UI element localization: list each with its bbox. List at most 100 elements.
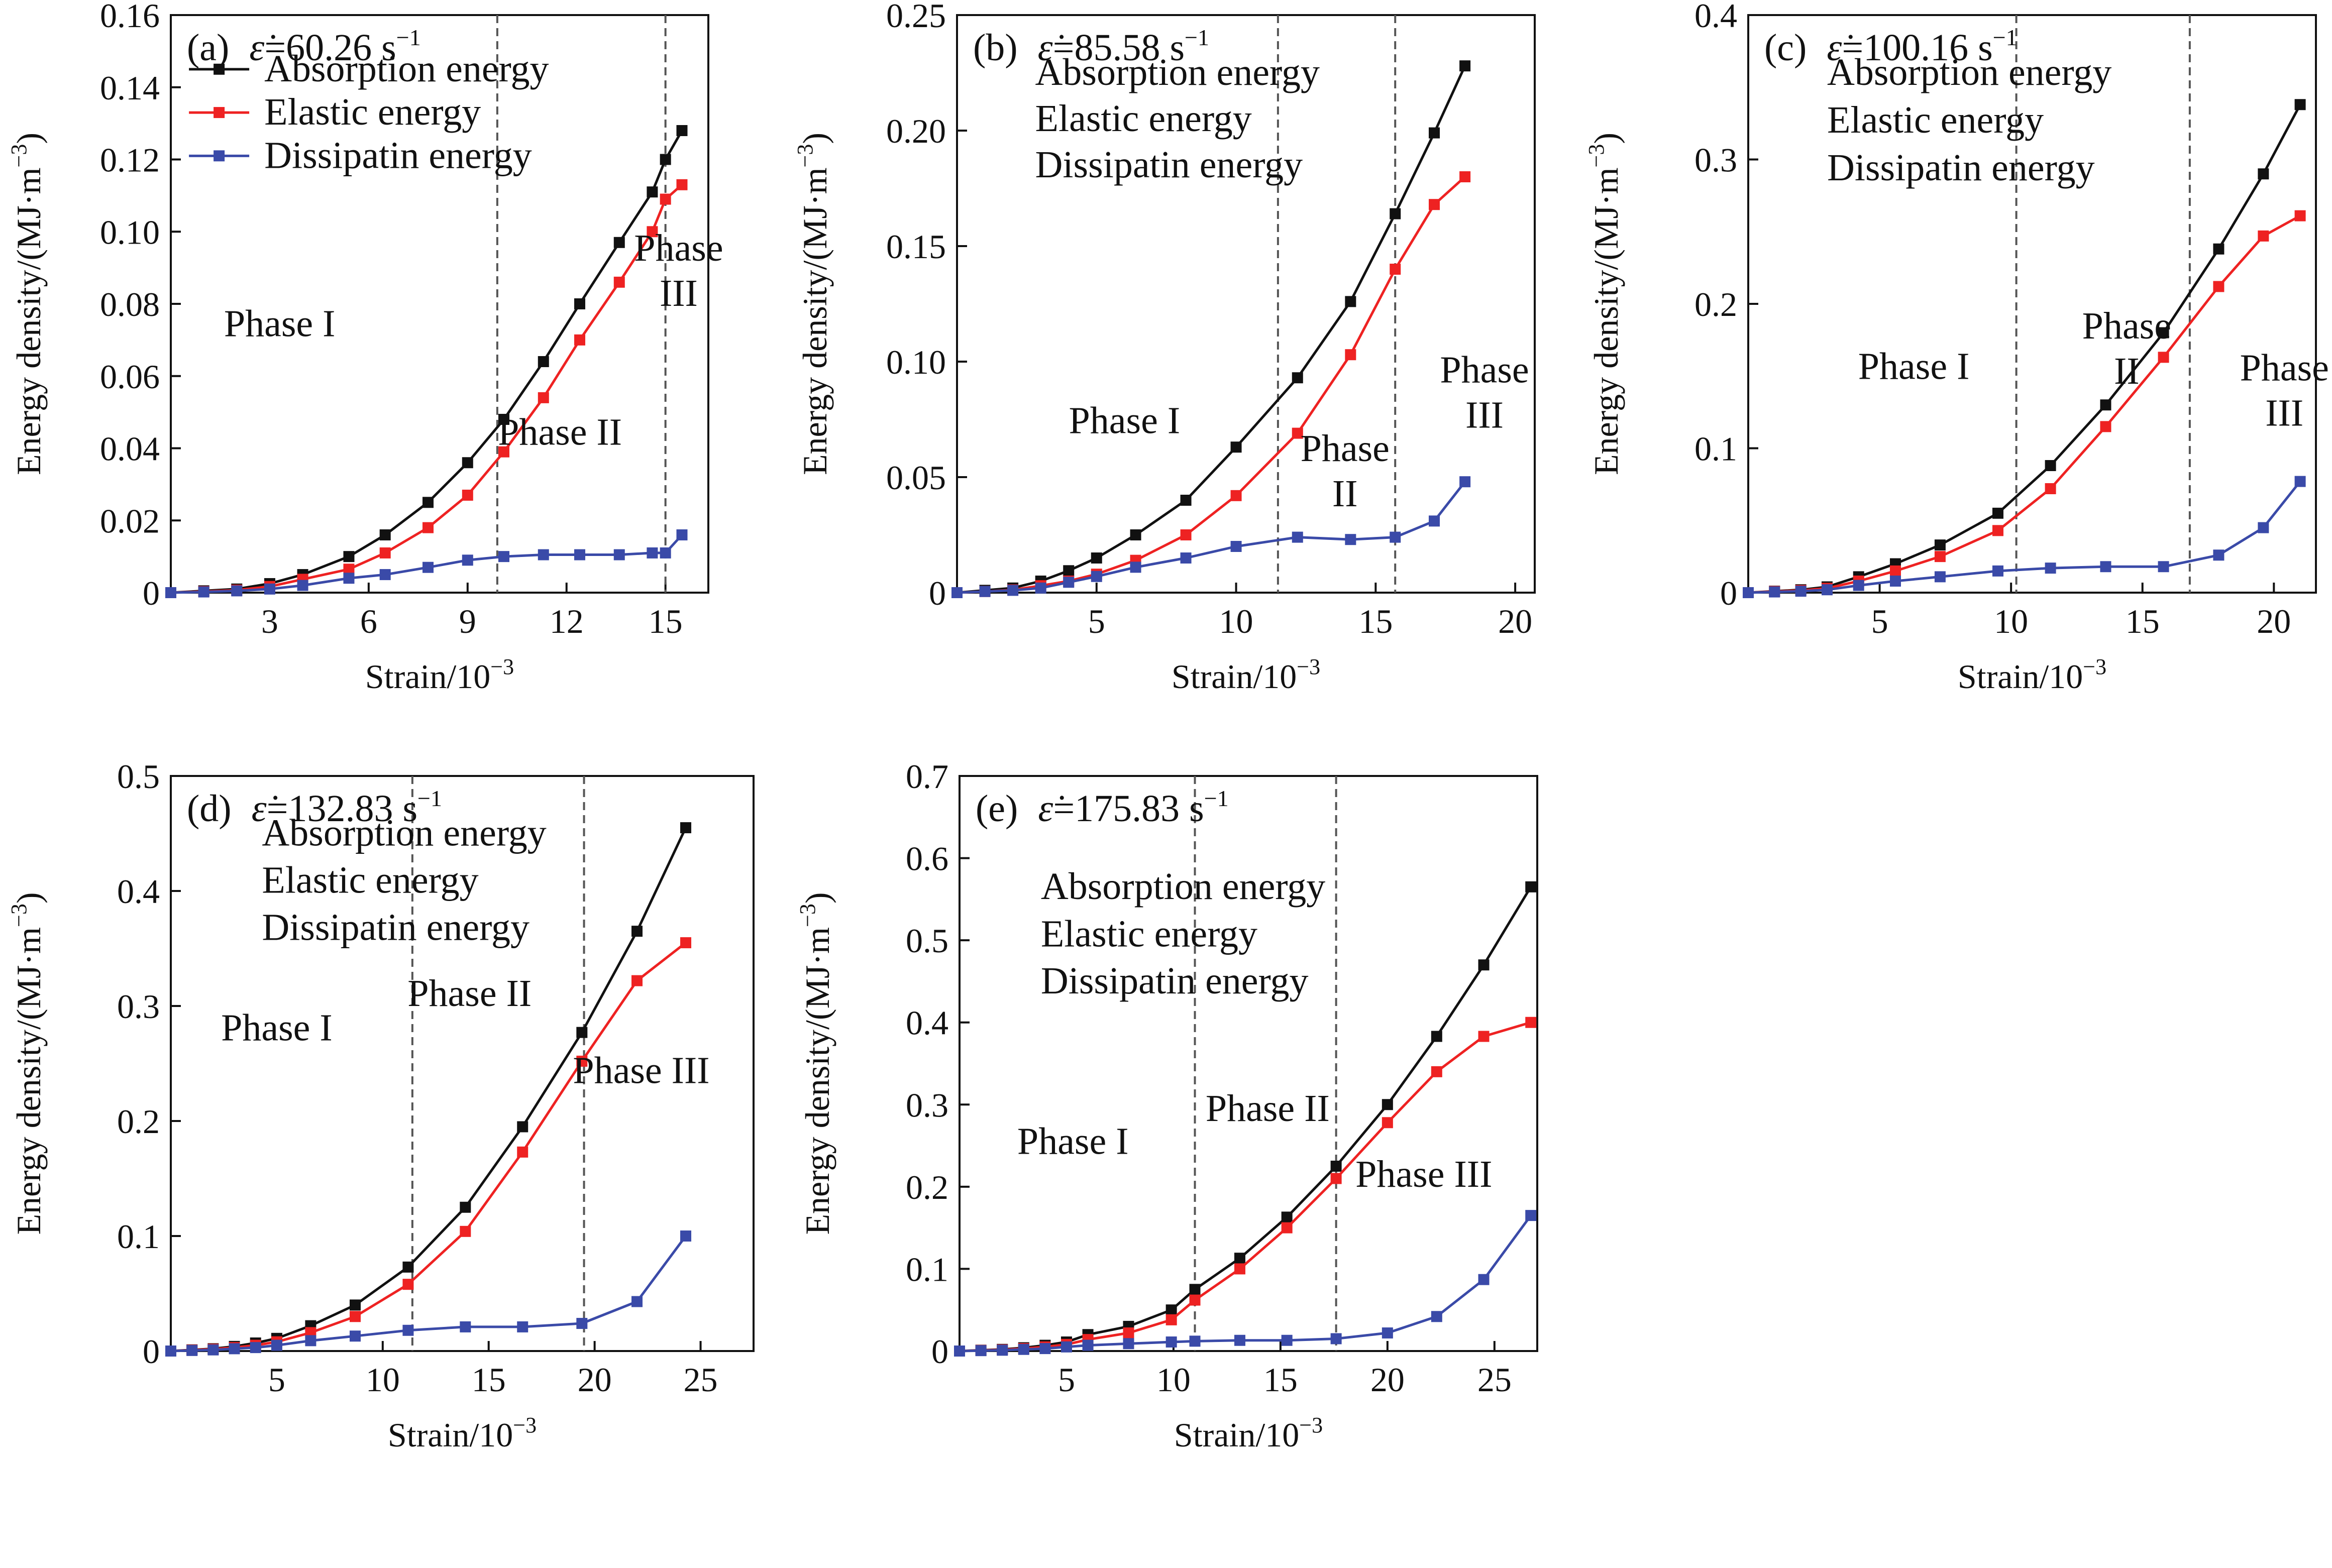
data-point-marker — [1230, 441, 1242, 453]
data-point-marker — [379, 569, 391, 581]
y-tick-label: 0.6 — [906, 840, 948, 878]
series-line — [1748, 481, 2301, 594]
data-point-marker — [1459, 476, 1471, 488]
data-point-marker — [1061, 1341, 1072, 1353]
y-tick-label: 0.25 — [886, 0, 946, 35]
data-point-marker — [462, 554, 473, 566]
data-point-marker — [613, 549, 625, 561]
strain-rate-exponent: −1 — [396, 25, 421, 50]
data-point-marker — [1934, 571, 1946, 583]
data-point-marker — [2294, 210, 2306, 221]
data-point-marker — [517, 1146, 528, 1158]
data-point-marker — [951, 587, 963, 598]
data-point-marker — [613, 276, 625, 288]
x-tick-label: 20 — [2257, 602, 2291, 640]
y-tick-label: 0.2 — [117, 1102, 160, 1141]
y-tick-label: 0 — [1720, 574, 1737, 612]
strain-rate-exponent: −1 — [1185, 25, 1209, 50]
y-tick-label: 0.08 — [100, 285, 160, 323]
data-point-marker — [1992, 565, 2003, 577]
data-point-marker — [680, 937, 692, 949]
y-axis-label: Energy density/(MJ·m−3) — [795, 892, 836, 1235]
data-point-marker — [2294, 476, 2306, 487]
data-point-marker — [2100, 399, 2111, 411]
data-point-marker — [1281, 1222, 1293, 1234]
data-point-marker — [574, 334, 585, 346]
y-tick-label: 0.5 — [117, 757, 160, 796]
data-point-marker — [1382, 1327, 1393, 1339]
data-point-marker — [676, 125, 688, 136]
data-point-marker — [1189, 1294, 1201, 1306]
data-point-marker — [576, 1027, 588, 1038]
data-point-marker — [517, 1121, 528, 1133]
legend-entry: Elastic energy — [264, 91, 481, 133]
legend-entry: Absorption energy — [1827, 51, 2111, 93]
panel-label: (d) — [187, 788, 232, 830]
data-point-marker — [613, 237, 625, 248]
x-axis-label-exponent: −3 — [1299, 1413, 1323, 1437]
data-point-marker — [2100, 561, 2111, 573]
legend-entry: Dissipatin energy — [1041, 960, 1309, 1002]
data-point-marker — [2294, 99, 2306, 110]
phase-label: Phase — [1440, 349, 1529, 391]
phase-label: Phase I — [224, 303, 336, 345]
y-tick-label: 0.1 — [117, 1217, 160, 1256]
data-point-marker — [1431, 1031, 1442, 1042]
data-point-marker — [1390, 264, 1401, 275]
data-point-marker — [1230, 490, 1242, 501]
data-point-marker — [574, 549, 585, 561]
data-point-marker — [574, 298, 585, 309]
data-point-marker — [2045, 563, 2056, 574]
data-point-marker — [1431, 1311, 1442, 1322]
x-axis-label: Strain/10−3 — [1174, 1413, 1323, 1454]
data-point-marker — [460, 1201, 471, 1213]
y-tick-label: 0.06 — [100, 358, 160, 396]
phase-label: Phase — [2082, 305, 2171, 347]
data-point-marker — [1345, 349, 1356, 361]
data-point-marker — [1165, 1304, 1177, 1316]
data-point-marker — [680, 822, 692, 834]
legend-entry: Absorption energy — [1035, 51, 1320, 93]
y-tick-label: 0.3 — [117, 987, 160, 1026]
y-tick-label: 0 — [931, 1332, 948, 1371]
data-point-marker — [379, 529, 391, 540]
x-tick-label: 9 — [459, 602, 476, 640]
x-axis-label-exponent: −3 — [2083, 654, 2106, 679]
legend-marker — [214, 63, 225, 75]
legend-entry: Dissipatin energy — [1827, 147, 2095, 189]
series-line — [1748, 214, 2301, 594]
data-point-marker — [349, 1311, 361, 1322]
y-tick-label: 0.16 — [100, 0, 160, 35]
y-tick-label: 0.5 — [906, 922, 948, 960]
panel-label: (b) — [973, 27, 1018, 69]
data-point-marker — [1478, 1274, 1490, 1285]
data-point-marker — [1889, 576, 1901, 587]
data-point-marker — [1180, 529, 1192, 540]
data-point-marker — [1889, 565, 1901, 577]
data-point-marker — [460, 1321, 471, 1332]
x-axis-label: Strain/10−3 — [365, 654, 514, 696]
data-point-marker — [2258, 230, 2269, 242]
phase-label: Phase III — [573, 1049, 709, 1091]
data-point-marker — [1390, 531, 1401, 543]
series-dissipatin-energy — [165, 1230, 692, 1357]
data-point-marker — [1165, 1336, 1177, 1348]
phase-label: Phase III — [1355, 1153, 1492, 1195]
data-point-marker — [1292, 372, 1303, 384]
y-axis-label: Energy density/(MJ·m−3) — [793, 133, 834, 475]
data-point-marker — [1992, 507, 2003, 519]
data-point-marker — [264, 583, 275, 595]
x-tick-label: 20 — [1370, 1361, 1405, 1399]
legend-entry: Dissipatin energy — [1035, 144, 1303, 186]
data-point-marker — [1123, 1338, 1134, 1350]
series-absorption-energy — [951, 60, 1471, 598]
data-point-marker — [1035, 582, 1046, 594]
data-point-marker — [1130, 562, 1141, 573]
x-tick-label: 25 — [1477, 1361, 1512, 1399]
panel-label: (a) — [187, 27, 229, 69]
data-point-marker — [305, 1335, 316, 1347]
strain-rate-exponent: −1 — [1993, 25, 2018, 50]
